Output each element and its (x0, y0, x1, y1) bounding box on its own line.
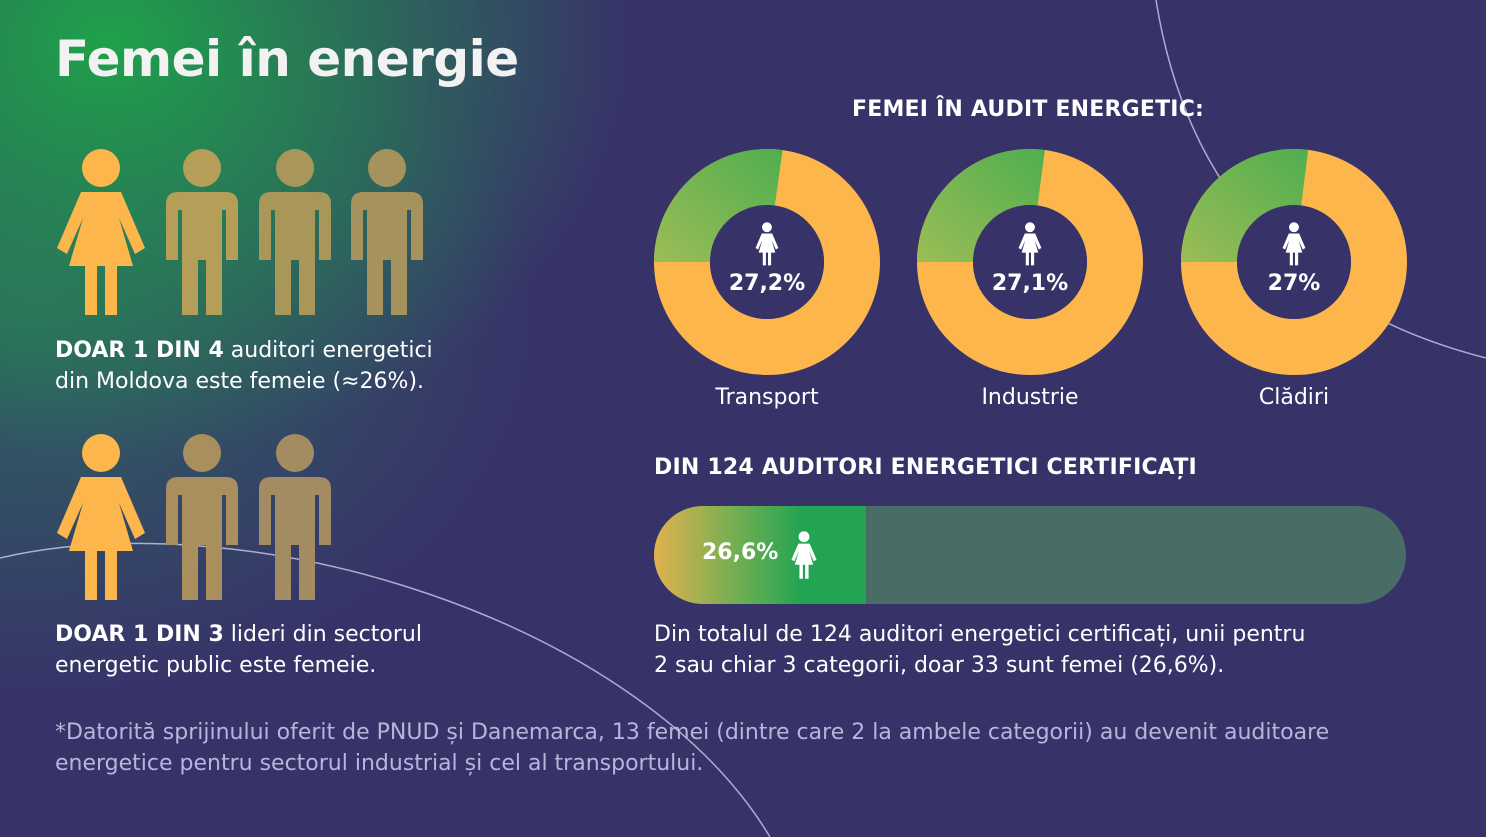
donut-center-cladiri (1237, 205, 1351, 319)
female-person-icon (57, 434, 145, 600)
certified-bar-track (654, 506, 1406, 604)
female-person-icon (1018, 222, 1042, 266)
stat-auditors: DOAR 1 DIN 4 auditori energetici din Mol… (55, 335, 535, 397)
donut-chart-transport (654, 149, 880, 375)
donut-cladiri: 27% (1181, 149, 1407, 375)
female-person-icon (1282, 222, 1306, 266)
certified-section-title: DIN 124 AUDITORI ENERGETICI CERTIFICAȚI (654, 455, 1197, 480)
donut-center-industrie (973, 205, 1087, 319)
stat-leaders: DOAR 1 DIN 3 lideri din sectorul energet… (55, 619, 535, 681)
female-person-icon (791, 531, 817, 579)
male-person-icon (259, 434, 331, 600)
stat-auditors-bold: DOAR 1 DIN 4 (55, 338, 224, 363)
audit-section-title: FEMEI ÎN AUDIT ENERGETIC: (852, 97, 1205, 122)
certified-note: Din totalul de 124 auditori energetici c… (654, 619, 1414, 681)
stat-leaders-bold: DOAR 1 DIN 3 (55, 622, 224, 647)
donut-slice-women-cladiri (1181, 149, 1309, 262)
male-person-icon (166, 149, 238, 315)
donut-industrie: 27,1% (917, 149, 1143, 375)
female-person-icon (755, 222, 779, 266)
male-person-icon (259, 149, 331, 315)
donut-label-transport: Transport (715, 385, 819, 410)
stat-leaders-line2: energetic public este femeie. (55, 653, 377, 678)
certified-bar-fill (654, 506, 866, 604)
donut-label-industrie: Industrie (981, 385, 1079, 410)
donut-center-transport (710, 205, 824, 319)
page-title: Femei în energie (55, 30, 519, 88)
stat-auditors-text: auditori energetici (223, 338, 433, 363)
footnote: *Datorită sprijinului oferit de PNUD și … (55, 717, 1435, 779)
donut-value-transport: 27,2% (728, 271, 806, 296)
donut-chart-cladiri (1181, 149, 1407, 375)
stat-leaders-text: lideri din sectorul (223, 622, 422, 647)
donut-transport: 27,2% (654, 149, 880, 375)
donut-value-industrie: 27,1% (991, 271, 1069, 296)
male-person-icon (351, 149, 423, 315)
female-person-icon (57, 149, 145, 315)
donut-chart-industrie (917, 149, 1143, 375)
footnote-line1: *Datorită sprijinului oferit de PNUD și … (55, 720, 1330, 745)
donut-value-cladiri: 27% (1267, 271, 1321, 296)
certified-note-line2: 2 sau chiar 3 categorii, doar 33 sunt fe… (654, 653, 1225, 678)
donut-slice-women-transport (654, 149, 783, 262)
certified-bar-value: 26,6% (702, 540, 779, 565)
male-person-icon (166, 434, 238, 600)
footnote-line2: energetice pentru sectorul industrial și… (55, 751, 704, 776)
donut-slice-women-industrie (917, 149, 1045, 262)
donut-label-cladiri: Clădiri (1258, 385, 1330, 410)
stat-auditors-line2: din Moldova este femeie (≈26%). (55, 369, 425, 394)
certified-note-line1: Din totalul de 124 auditori energetici c… (654, 622, 1306, 647)
